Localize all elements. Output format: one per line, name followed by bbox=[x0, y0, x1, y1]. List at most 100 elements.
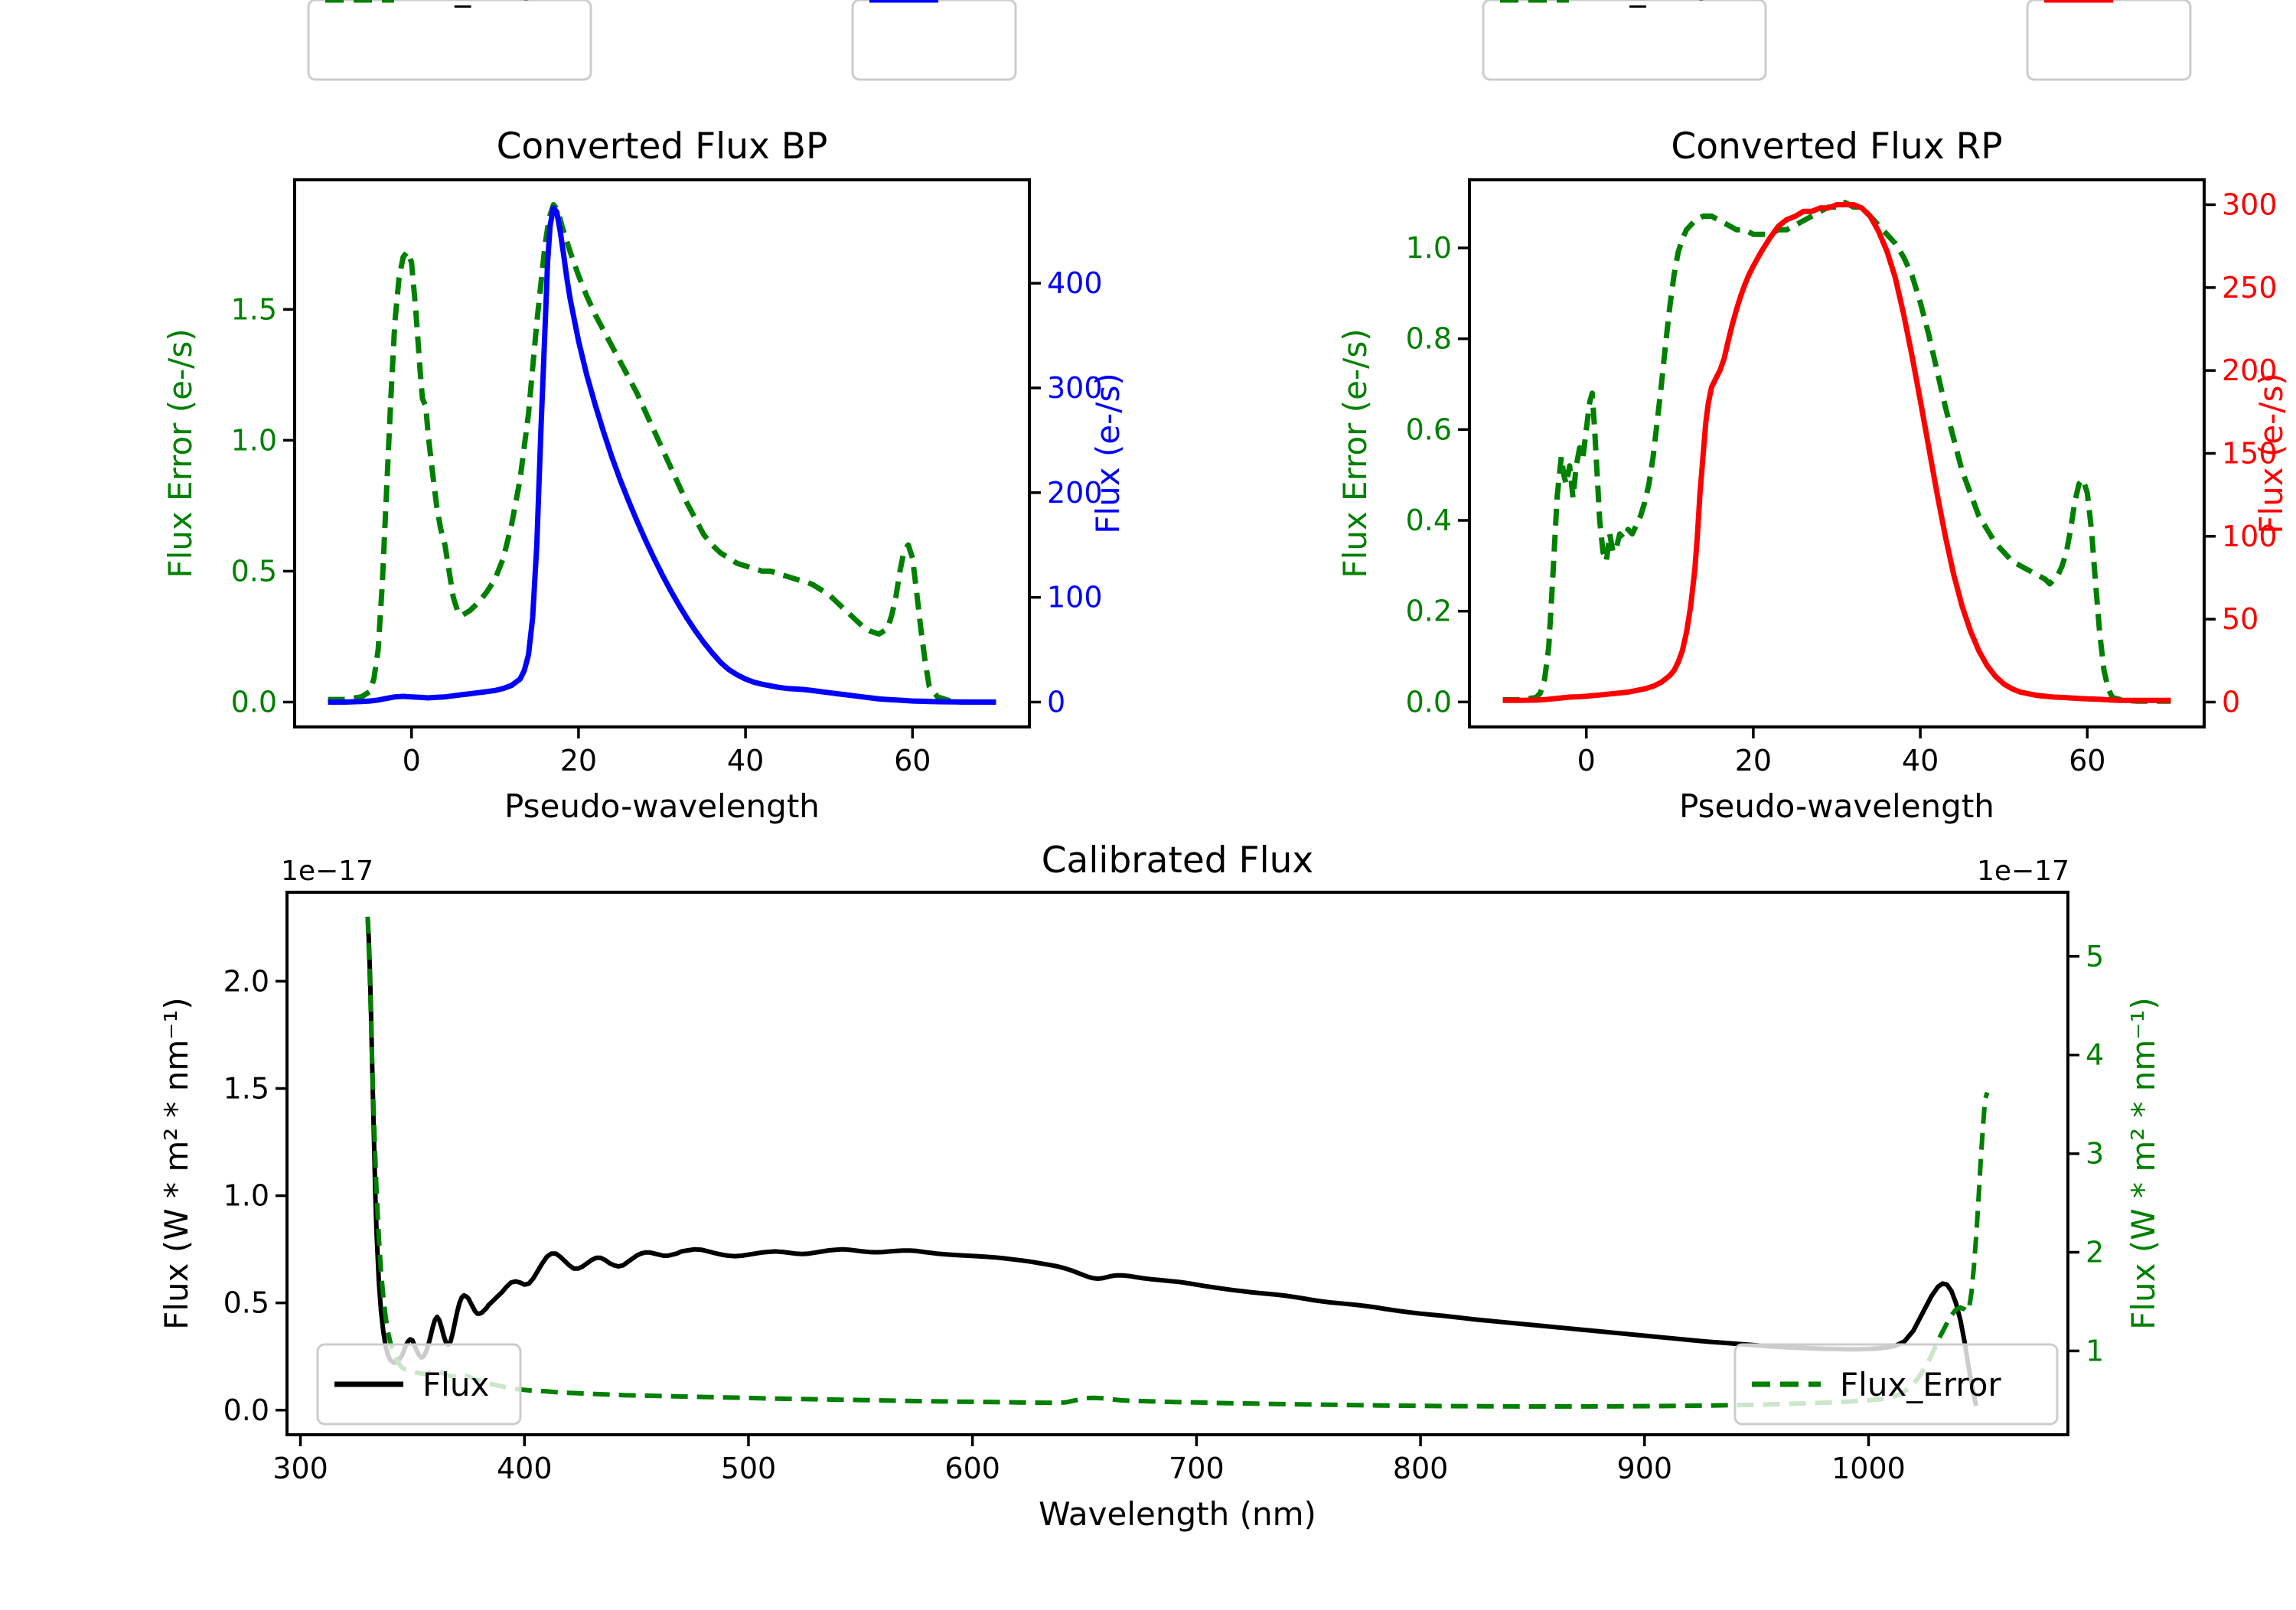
rp-right-tick-label: 50 bbox=[2222, 602, 2258, 636]
rp-legend-rp-error: RP_Error bbox=[1482, 0, 1767, 81]
bp-left-tick-label: 1.0 bbox=[231, 423, 277, 457]
bp-right-tick-label: 400 bbox=[1047, 266, 1103, 300]
rp-x-tick-label: 60 bbox=[2069, 744, 2105, 777]
cal-left-tick-label: 0.0 bbox=[223, 1393, 269, 1427]
cal-right-tick-label: 2 bbox=[2086, 1236, 2104, 1269]
panel-rp: 0 20 40 60 Pseudo-wavelength 0.0 0.2 0.4 0.6 0.8 1… bbox=[1336, 0, 2290, 825]
flux-curve bbox=[365, 917, 1978, 1406]
cal-left-tick-label: 1.0 bbox=[223, 1179, 269, 1213]
rp-right-tick-label: 250 bbox=[2222, 271, 2278, 305]
rp-title: Converted Flux RP bbox=[1671, 125, 2002, 168]
cal-left-offset-label: 1e−17 bbox=[281, 856, 373, 887]
cal-legend-flux-error: Flux_Error bbox=[1733, 1343, 2059, 1426]
legend-box bbox=[307, 0, 592, 81]
cal-left-tick-label: 2.0 bbox=[223, 964, 269, 998]
cal-right-tick-label: 3 bbox=[2086, 1137, 2104, 1171]
bp-right-axis: 0 100 200 300 400 Flux (e-/s) bbox=[1029, 266, 1127, 719]
cal-left-ylabel: Flux (W * m² * nm⁻¹) bbox=[158, 997, 195, 1330]
rp-right-axis: 0 50 100 150 200 250 300 Flux (e-/s) bbox=[2204, 188, 2290, 719]
rp-left-tick-label: 0.8 bbox=[1406, 322, 1452, 356]
rp-right-tick-label: 200 bbox=[2222, 354, 2278, 387]
rp-right-tick-label: 300 bbox=[2222, 188, 2278, 222]
rp-right-tick-label: 100 bbox=[2222, 520, 2278, 553]
cal-right-tick-label: 1 bbox=[2086, 1334, 2104, 1367]
bp-right-ylabel: Flux (e-/s) bbox=[1089, 373, 1127, 533]
legend-label: BP_Error bbox=[413, 0, 550, 8]
bp-x-axis: 0 20 40 60 Pseudo-wavelength bbox=[403, 727, 931, 825]
legend-label: BP bbox=[957, 0, 999, 8]
bp-curves bbox=[328, 202, 996, 705]
cal-right-ylabel: Flux (W * m² * nm⁻¹) bbox=[2125, 997, 2162, 1330]
rp-left-tick-label: 0.4 bbox=[1406, 504, 1452, 537]
cal-x-tick-label: 800 bbox=[1393, 1452, 1449, 1485]
cal-x-tick-label: 700 bbox=[1169, 1452, 1225, 1485]
rp-right-ylabel: Flux (e-/s) bbox=[2252, 373, 2290, 533]
bp-title: Converted Flux BP bbox=[497, 125, 828, 168]
cal-legend-flux: Flux bbox=[316, 1343, 522, 1426]
bp-legend-bp: BP bbox=[851, 0, 1017, 81]
flux-error-curve bbox=[365, 917, 1990, 1409]
bp-right-tick-label: 200 bbox=[1047, 476, 1103, 510]
legend-label: Flux bbox=[422, 1366, 489, 1403]
legend-box bbox=[851, 0, 1017, 81]
bp-left-axis: 0.0 0.5 1.0 1.5 Flux Error (e-/s) bbox=[161, 292, 295, 719]
legend-box bbox=[1733, 1343, 2059, 1426]
bp-right-tick-label: 100 bbox=[1047, 581, 1103, 614]
bp-curve bbox=[328, 205, 996, 705]
cal-xlabel: Wavelength (nm) bbox=[1039, 1495, 1316, 1533]
rp-left-ylabel: Flux Error (e-/s) bbox=[1336, 328, 1374, 578]
bp-legend-bp-error: BP_Error bbox=[307, 0, 592, 81]
cal-title: Calibrated Flux bbox=[1042, 839, 1314, 882]
rp-x-tick-label: 0 bbox=[1577, 744, 1596, 777]
rp-x-tick-label: 20 bbox=[1735, 744, 1772, 777]
bp-left-ylabel: Flux Error (e-/s) bbox=[161, 328, 199, 578]
cal-left-tick-label: 0.5 bbox=[223, 1286, 269, 1320]
cal-right-tick-label: 5 bbox=[2086, 940, 2104, 973]
bp-x-tick-label: 0 bbox=[403, 744, 421, 777]
bp-left-tick-label: 1.5 bbox=[231, 292, 277, 326]
rp-legend-rp: RP bbox=[2026, 0, 2192, 81]
cal-x-tick-label: 600 bbox=[944, 1452, 1000, 1485]
bp-right-tick-label: 300 bbox=[1047, 371, 1103, 405]
legend-box bbox=[316, 1343, 522, 1426]
panel-cal: 300 400 500 600 700 800 900 1000 Wavelength (nm)… bbox=[158, 839, 2162, 1533]
bp-right-tick-label: 0 bbox=[1047, 686, 1065, 719]
cal-x-tick-label: 300 bbox=[272, 1452, 328, 1485]
legend-label: RP bbox=[2132, 0, 2174, 8]
cal-left-axis: 0.0 0.5 1.0 1.5 2.0 Flux (W * m² * nm⁻¹) 1e−17 bbox=[158, 856, 373, 1427]
cal-x-axis: 300 400 500 600 700 800 900 1000 Wavelength (nm) bbox=[272, 1435, 1906, 1533]
cal-x-tick-label: 1000 bbox=[1831, 1452, 1906, 1485]
legend-label: RP_Error bbox=[1588, 0, 1725, 8]
rp-xlabel: Pseudo-wavelength bbox=[1679, 787, 1994, 825]
rp-left-tick-label: 0.0 bbox=[1406, 685, 1452, 719]
bp-error-curve bbox=[328, 202, 996, 705]
rp-left-axis: 0.0 0.2 0.4 0.6 0.8 1.0 Flux Error (e-/s) bbox=[1336, 231, 1469, 719]
cal-right-offset-label: 1e−17 bbox=[1977, 856, 2069, 887]
panel-bp: 0 20 40 60 Pseudo-wavelength 0.0 0.5 1.0 1.5 Flux… bbox=[161, 0, 1127, 825]
rp-curve bbox=[1502, 202, 2171, 703]
bp-left-tick-label: 0.5 bbox=[231, 554, 277, 588]
cal-left-tick-label: 1.5 bbox=[223, 1071, 269, 1105]
rp-left-tick-label: 1.0 bbox=[1406, 231, 1452, 265]
rp-left-tick-label: 0.6 bbox=[1406, 412, 1452, 446]
cal-right-axis: 1 2 3 4 5 Flux (W * m² * nm⁻¹) 1e−17 bbox=[1977, 856, 2162, 1367]
bp-xlabel: Pseudo-wavelength bbox=[504, 787, 820, 825]
rp-x-tick-label: 40 bbox=[1902, 744, 1939, 777]
legend-box bbox=[2026, 0, 2192, 81]
bp-x-tick-label: 20 bbox=[560, 744, 597, 777]
rp-x-axis: 0 20 40 60 Pseudo-wavelength bbox=[1577, 727, 2105, 825]
bp-left-tick-label: 0.0 bbox=[231, 686, 277, 719]
legend-box bbox=[1482, 0, 1767, 81]
rp-right-tick-label: 150 bbox=[2222, 437, 2278, 471]
rp-left-tick-label: 0.2 bbox=[1406, 595, 1452, 628]
cal-right-tick-label: 4 bbox=[2086, 1038, 2104, 1072]
cal-x-tick-label: 400 bbox=[497, 1452, 553, 1485]
bp-plot-area bbox=[293, 178, 1031, 728]
cal-curves bbox=[365, 917, 1990, 1409]
bp-x-tick-label: 40 bbox=[727, 744, 764, 777]
legend-label: Flux_Error bbox=[1840, 1366, 2001, 1403]
rp-error-curve bbox=[1502, 200, 2171, 704]
rp-right-tick-label: 0 bbox=[2222, 686, 2240, 719]
